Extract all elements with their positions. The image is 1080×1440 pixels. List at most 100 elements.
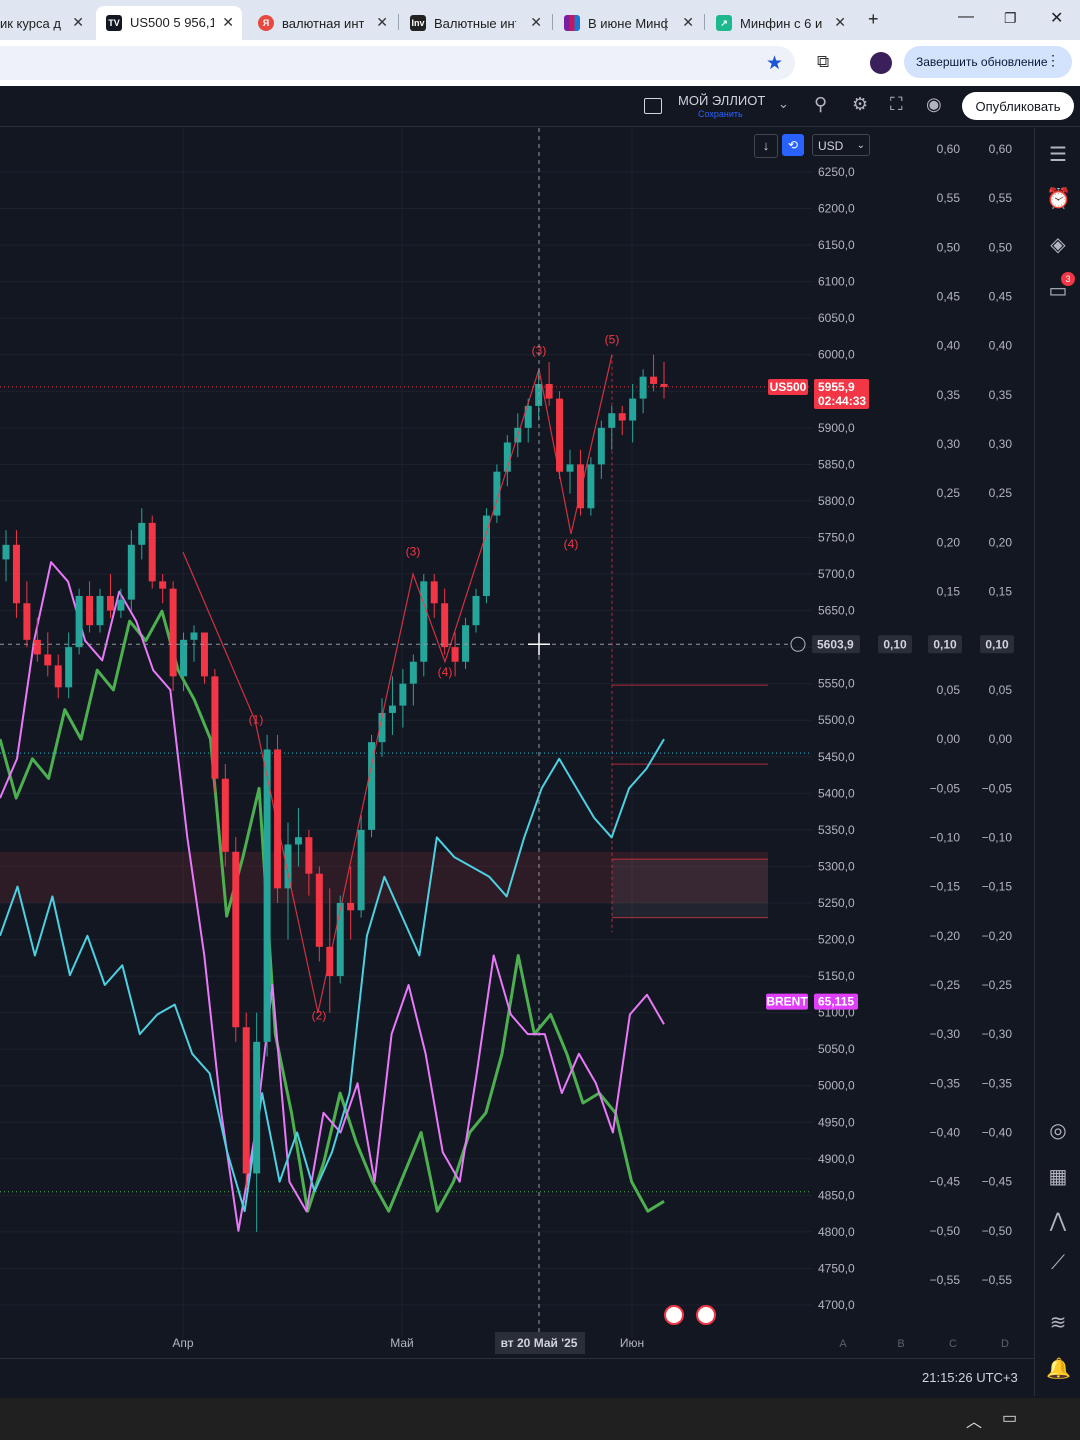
browser-toolbar: ★ ⧉ bbox=[0, 40, 1080, 86]
quick-search-icon[interactable]: ⚲ bbox=[814, 94, 828, 114]
price-tick-label: 5350,0 bbox=[818, 823, 855, 837]
clock-timezone[interactable]: 21:15:26 UTC+3 bbox=[922, 1370, 1018, 1385]
candle bbox=[65, 632, 73, 699]
crosshair-osc-box bbox=[878, 635, 912, 654]
close-tab-icon[interactable]: ✕ bbox=[376, 14, 388, 30]
settings-icon[interactable]: ⚙ bbox=[852, 94, 869, 114]
price-labels: 5603,9 0,10 0,10 0,10 US500 5955,902:44:33 BRE… bbox=[664, 378, 1014, 1325]
chevron-down-icon[interactable]: ⌄ bbox=[778, 96, 789, 111]
candle bbox=[326, 888, 334, 1013]
candle bbox=[566, 449, 574, 494]
calendar-icon[interactable]: ▦ bbox=[1048, 1166, 1068, 1188]
candle-body bbox=[524, 405, 532, 428]
save-layout-link[interactable]: Сохранить bbox=[698, 109, 743, 119]
candle-body bbox=[190, 632, 198, 640]
candle-body bbox=[96, 595, 104, 626]
window-icon[interactable]: ▭ bbox=[1002, 1410, 1018, 1427]
time-label: Май bbox=[390, 1336, 414, 1350]
minimize-icon[interactable]: — bbox=[958, 8, 974, 25]
target-icon[interactable]: ◎ bbox=[1049, 1120, 1067, 1142]
restore-icon[interactable]: ❐ bbox=[1004, 10, 1017, 26]
address-field[interactable] bbox=[0, 46, 795, 80]
osc-tick-label: −0,20 bbox=[982, 929, 1013, 943]
price-chart[interactable]: (1) (2) (3) (4) (5) (3) (4) 6250,0 6200,0 6150,0… bbox=[0, 128, 1034, 1358]
layout-name[interactable]: МОЙ ЭЛЛИОТ bbox=[678, 93, 766, 108]
candle bbox=[221, 764, 229, 867]
browser-tab-1[interactable]: ик курса д ✕ bbox=[0, 6, 92, 40]
osc-tick-label: −0,05 bbox=[930, 781, 961, 795]
tab-label: Валютные инте bbox=[434, 15, 516, 31]
scroll-down-icon[interactable]: ↓ bbox=[754, 134, 778, 158]
trend-tool-icon[interactable]: ⟋ bbox=[1051, 1252, 1065, 1274]
chart-bottom-bar bbox=[0, 1358, 1034, 1397]
close-tab-icon[interactable]: ✕ bbox=[530, 14, 542, 30]
candle bbox=[284, 822, 292, 940]
brent-price-label: 65,115 bbox=[818, 995, 854, 1009]
sync-toggle-icon[interactable]: ⟲ bbox=[782, 134, 804, 156]
chevron-up-icon[interactable]: ︿ bbox=[966, 1414, 983, 1431]
close-tab-icon[interactable]: ✕ bbox=[72, 14, 84, 30]
candle bbox=[430, 574, 438, 618]
candle bbox=[357, 815, 365, 918]
update-button-label: Завершить обновление bbox=[916, 55, 1048, 69]
publish-button[interactable]: Опубликовать bbox=[962, 92, 1074, 120]
candle bbox=[462, 617, 470, 670]
candle-body bbox=[2, 544, 10, 560]
close-window-icon[interactable]: ✕ bbox=[1050, 10, 1064, 27]
candle-body bbox=[294, 837, 302, 845]
browser-tab-3[interactable]: Я валютная инте ✕ bbox=[250, 6, 396, 40]
finish-update-button[interactable]: Завершить обновление ⋮ bbox=[904, 46, 1072, 78]
candle-body bbox=[556, 398, 564, 472]
watchlist-icon[interactable]: ☰ bbox=[1049, 144, 1067, 166]
fullscreen-icon[interactable]: ⛶ bbox=[890, 94, 903, 114]
chat-icon[interactable]: ▭ bbox=[1048, 280, 1068, 302]
candle bbox=[263, 734, 271, 1057]
wave-label: (2) bbox=[312, 1009, 327, 1023]
candle-body bbox=[138, 522, 146, 545]
bookmark-star-icon[interactable]: ★ bbox=[766, 53, 784, 74]
bell-icon[interactable]: 🔔 bbox=[1046, 1358, 1071, 1380]
candle-body bbox=[211, 676, 219, 779]
tab-divider bbox=[552, 14, 553, 30]
snapshot-camera-icon[interactable]: ◉ bbox=[926, 94, 942, 114]
stream-icon[interactable]: ≋ bbox=[1049, 1312, 1067, 1334]
candle-body bbox=[253, 1041, 261, 1174]
menu-dots-icon[interactable]: ⋮ bbox=[1046, 52, 1060, 68]
profile-avatar[interactable] bbox=[870, 52, 892, 74]
alerts-clock-icon[interactable]: ⏰ bbox=[1046, 188, 1071, 210]
new-tab-icon[interactable]: + bbox=[868, 9, 879, 29]
candle bbox=[23, 581, 31, 648]
candle bbox=[242, 1012, 250, 1189]
tab-divider bbox=[704, 14, 705, 30]
tab-label: валютная инте bbox=[282, 15, 364, 31]
browser-tab-2[interactable]: TV US500 5 956,1 ↘ ✕ bbox=[96, 6, 242, 40]
crosshair-osc-label: 0,10 bbox=[933, 637, 957, 651]
candle-body bbox=[420, 581, 428, 662]
candle-body bbox=[347, 902, 355, 911]
candle bbox=[639, 369, 647, 414]
osc-tick-label: −0,20 bbox=[930, 929, 961, 943]
osc-tick-label: −0,55 bbox=[930, 1273, 961, 1287]
osc-tick-label: 0,15 bbox=[937, 585, 961, 599]
osc-tick-label: −0,25 bbox=[930, 978, 961, 992]
close-tab-icon[interactable]: ✕ bbox=[834, 14, 846, 30]
tab-label: В июне Минфи bbox=[588, 15, 668, 31]
layout-square-icon[interactable] bbox=[644, 98, 662, 114]
target-zone bbox=[612, 859, 768, 918]
layers-icon[interactable]: ◈ bbox=[1050, 234, 1066, 256]
browser-tab-4[interactable]: Inv Валютные инте ✕ bbox=[402, 6, 550, 40]
pattern-icon[interactable]: ⋀ bbox=[1049, 1210, 1067, 1232]
extensions-icon[interactable]: ⧉ bbox=[817, 52, 830, 71]
currency-select[interactable]: USD ⌄ bbox=[812, 134, 870, 156]
close-tab-icon[interactable]: ✕ bbox=[682, 14, 694, 30]
browser-tab-5[interactable]: В июне Минфи ✕ bbox=[556, 6, 702, 40]
candle-body bbox=[305, 837, 313, 874]
osc-tick-label: 0,60 bbox=[989, 142, 1013, 156]
candle bbox=[96, 588, 104, 633]
price-tick-label: 4850,0 bbox=[818, 1188, 855, 1202]
crosshair-osc-label: 0,10 bbox=[985, 637, 1009, 651]
browser-tab-6[interactable]: ↗ Минфин с 6 ию ✕ bbox=[708, 6, 854, 40]
last-price-box bbox=[814, 378, 869, 409]
close-tab-icon[interactable]: ✕ bbox=[222, 14, 234, 30]
candle bbox=[587, 457, 595, 516]
